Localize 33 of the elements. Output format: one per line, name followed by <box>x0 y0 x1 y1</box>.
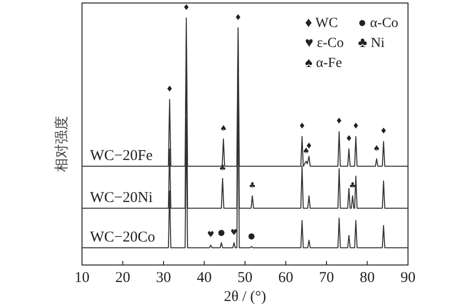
annotation: ♥ ε-Co <box>305 36 344 51</box>
x-tick-label: 50 <box>238 270 252 286</box>
x-tick-label: 30 <box>156 270 171 286</box>
annotation: ♦ <box>166 84 174 94</box>
annotation: ● <box>218 228 225 237</box>
y-axis-title: 相对强度 <box>54 116 70 172</box>
annotation: ● α-Co <box>358 16 398 31</box>
x-tick-label: 10 <box>74 270 90 286</box>
annotation: ♦ <box>298 122 306 131</box>
series-label: WC−20Ni <box>90 190 153 206</box>
annotation: ♠ <box>220 124 227 134</box>
annotation: ♦ <box>380 126 388 136</box>
x-tick-label: 70 <box>319 270 334 286</box>
x-tick-label: 80 <box>360 270 375 286</box>
annotation: ♣ Ni <box>358 36 385 51</box>
annotation: ♦ <box>336 116 343 126</box>
annotation: ♦ <box>352 122 360 131</box>
x-tick-label: 20 <box>115 270 130 286</box>
x-tick-label: 90 <box>400 270 416 286</box>
x-axis-title: 2θ / (°) <box>224 289 266 305</box>
annotation: ♥ <box>207 230 214 240</box>
annotation: ♦ <box>182 3 190 12</box>
annotation: ♠ <box>373 144 380 153</box>
annotation: ● <box>248 231 256 240</box>
series-label: WC−20Fe <box>90 148 153 164</box>
annotation: ♠ α-Fe <box>305 56 342 71</box>
annotation: ♦ WC <box>305 16 338 31</box>
annotation: ♣ <box>248 180 256 190</box>
x-tick-label: 40 <box>196 270 212 286</box>
annotation: ♦ <box>234 12 242 22</box>
x-tick-label: 60 <box>278 270 294 286</box>
series-label: WC−20Co <box>90 230 156 246</box>
annotation: ♦ <box>345 134 352 143</box>
